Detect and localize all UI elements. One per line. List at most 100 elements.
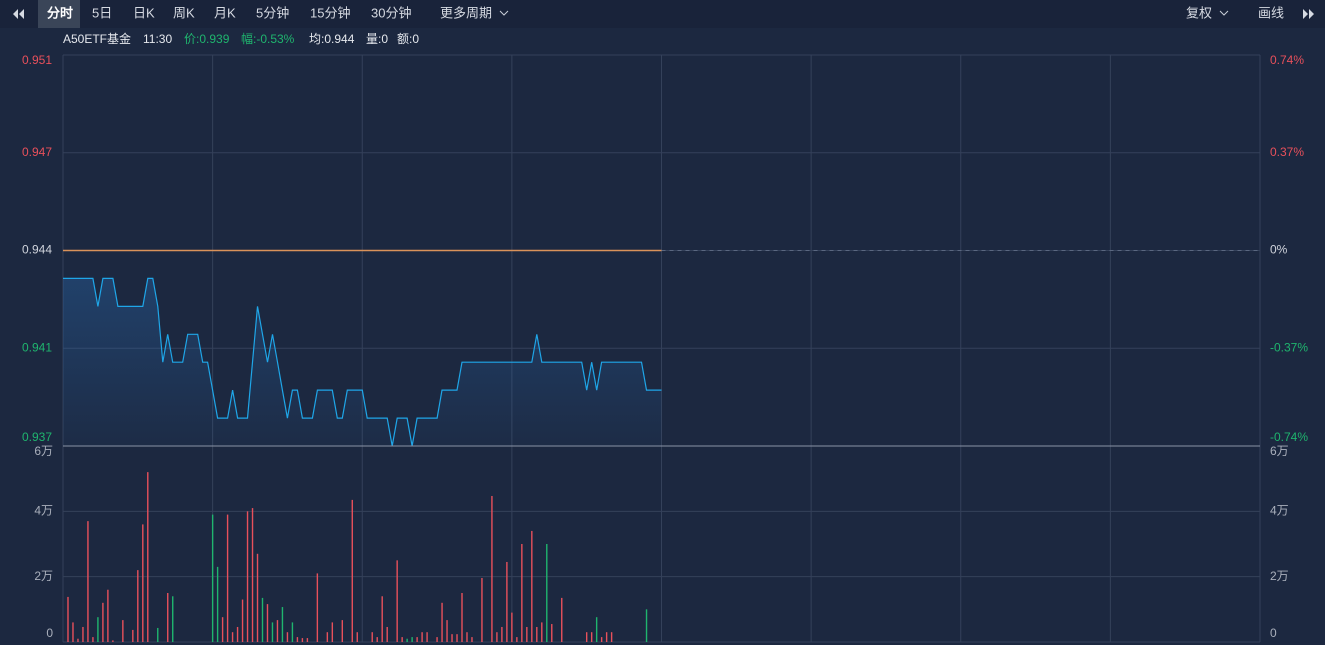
volume-bar bbox=[172, 596, 174, 642]
price-line bbox=[63, 277, 662, 447]
volume-bar bbox=[411, 637, 413, 642]
volume-bar bbox=[536, 626, 538, 642]
period-tab[interactable]: 15分钟 bbox=[310, 5, 350, 20]
volume-bar bbox=[147, 472, 149, 642]
period-tab[interactable]: 分时 bbox=[47, 5, 73, 20]
volume-bar bbox=[132, 629, 134, 642]
period-tab[interactable]: 5分钟 bbox=[256, 5, 289, 20]
volume-bar bbox=[122, 620, 124, 642]
volume-bar bbox=[271, 622, 274, 642]
y-tick-label: 0.951 bbox=[22, 53, 52, 67]
volume-bar bbox=[72, 622, 74, 642]
volume-bar bbox=[585, 632, 588, 642]
prev-arrow[interactable] bbox=[13, 9, 24, 19]
y-tick-label: 6万 bbox=[34, 444, 53, 458]
volume-bar bbox=[511, 612, 513, 642]
volume-bar bbox=[296, 637, 299, 642]
y-tick-label: 2万 bbox=[34, 569, 53, 583]
y2-tick-label: -0.37% bbox=[1270, 340, 1308, 354]
volume-bar bbox=[266, 604, 269, 642]
period-tab[interactable]: 日K bbox=[133, 5, 155, 20]
volume-bar bbox=[261, 597, 264, 642]
more-chevron[interactable] bbox=[499, 10, 509, 16]
y2-tick-label: 0% bbox=[1270, 243, 1288, 257]
volume-bar bbox=[211, 514, 214, 642]
avg-price: 均:0.944 bbox=[309, 32, 355, 46]
y2-tick-label: 0.37% bbox=[1270, 145, 1304, 159]
volume-bar bbox=[546, 544, 548, 642]
volume-bar bbox=[331, 622, 334, 642]
volume-bar bbox=[87, 521, 89, 642]
volume-bar bbox=[461, 593, 463, 642]
volume-bar bbox=[421, 632, 423, 642]
volume-bar bbox=[446, 620, 448, 642]
volume-bar bbox=[600, 637, 603, 642]
volume-bar bbox=[356, 632, 358, 642]
volume-bar bbox=[82, 626, 84, 642]
volume-bar bbox=[481, 577, 483, 642]
y-tick-label: 0.937 bbox=[22, 430, 52, 444]
period-tab[interactable]: 5日 bbox=[92, 5, 112, 20]
volume-bar bbox=[466, 632, 468, 642]
adjust-chevron[interactable] bbox=[1219, 10, 1229, 16]
stock-name: A50ETF基金 bbox=[63, 31, 131, 46]
volume-bar bbox=[97, 617, 99, 642]
toolbar bbox=[0, 0, 1325, 28]
volume-bar bbox=[541, 622, 543, 642]
volume-bar bbox=[401, 637, 403, 642]
y-tick-label-right: 4万 bbox=[1270, 504, 1289, 518]
volume-bar bbox=[376, 637, 378, 642]
y-tick-label: 4万 bbox=[34, 504, 53, 518]
volume-bar bbox=[396, 560, 398, 642]
volume-bar bbox=[531, 530, 533, 642]
volume-bar bbox=[341, 620, 343, 642]
volume-bar bbox=[506, 561, 508, 642]
period-tab[interactable]: 月K bbox=[214, 5, 236, 20]
volume-bar bbox=[286, 632, 289, 642]
volume-bar bbox=[301, 638, 304, 642]
period-tab[interactable]: 30分钟 bbox=[371, 5, 411, 20]
volume-bar bbox=[216, 566, 219, 642]
next-arrow[interactable] bbox=[1303, 9, 1314, 19]
y-tick-label: 0.941 bbox=[22, 340, 52, 354]
more-periods[interactable]: 更多周期 bbox=[440, 5, 492, 20]
y-tick-label-right: 0 bbox=[1270, 626, 1277, 640]
volume-bar bbox=[451, 634, 453, 642]
volume-bar bbox=[326, 632, 329, 642]
adjust-button[interactable]: 复权 bbox=[1186, 5, 1212, 20]
volume-bar bbox=[167, 593, 169, 642]
period-tab[interactable]: 周K bbox=[173, 5, 195, 20]
volume-bar bbox=[456, 634, 458, 642]
price: 价:0.939 bbox=[184, 32, 230, 46]
volume-bar bbox=[92, 637, 94, 642]
volume-bar bbox=[551, 624, 553, 642]
volume-bar bbox=[381, 596, 383, 642]
volume-bar bbox=[221, 617, 224, 642]
volume-bar bbox=[276, 620, 279, 642]
y-tick-label-right: 6万 bbox=[1270, 444, 1289, 458]
y-tick-label: 0.944 bbox=[22, 243, 52, 257]
volume-bar bbox=[102, 602, 104, 642]
volume-bar bbox=[501, 626, 503, 642]
volume-bar bbox=[491, 495, 493, 642]
volume-bar bbox=[416, 637, 418, 642]
volume-bar bbox=[386, 626, 388, 642]
volume-bar bbox=[281, 607, 284, 642]
draw-button[interactable]: 画线 bbox=[1258, 5, 1284, 20]
volume-bar bbox=[157, 627, 159, 642]
volume-bar bbox=[256, 553, 259, 642]
volume-bar bbox=[436, 637, 438, 642]
volume-bar bbox=[406, 638, 408, 642]
volume-bar bbox=[471, 637, 473, 642]
y-tick-label: 0 bbox=[46, 626, 53, 640]
volume-bar bbox=[137, 570, 139, 642]
volume: 量:0 bbox=[366, 32, 388, 46]
volume-bar bbox=[526, 626, 528, 642]
time: 11:30 bbox=[143, 32, 172, 46]
volume-bar bbox=[595, 617, 598, 642]
volume-bar bbox=[496, 632, 498, 642]
active-tab-bg bbox=[38, 0, 80, 28]
change: 幅:-0.53% bbox=[241, 31, 295, 46]
